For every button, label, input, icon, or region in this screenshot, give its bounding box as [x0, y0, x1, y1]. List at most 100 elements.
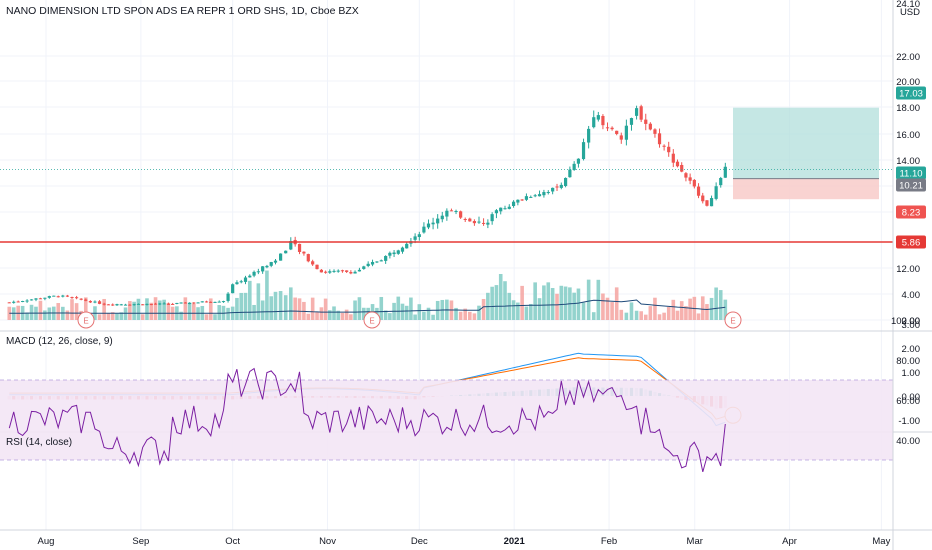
- volume-bar: [684, 306, 688, 320]
- candle-body: [662, 145, 666, 147]
- volume-bar: [162, 299, 166, 320]
- volume-bar: [581, 302, 586, 320]
- price-label-badge: [896, 86, 926, 100]
- volume-bar: [102, 298, 106, 320]
- candle-body: [324, 271, 328, 273]
- volume-bar: [696, 313, 701, 320]
- candle-body: [592, 117, 596, 128]
- volume-bar: [379, 296, 384, 320]
- volume-bar: [235, 297, 239, 320]
- volume-bar: [357, 297, 362, 320]
- candle-body: [503, 208, 507, 210]
- candle-body: [179, 302, 183, 304]
- candle-body: [388, 252, 392, 256]
- volume-bar: [454, 307, 458, 320]
- candle-body: [675, 161, 680, 167]
- candle-body: [231, 284, 235, 294]
- volume-bar: [494, 285, 499, 320]
- volume-bar: [413, 314, 417, 320]
- candle-body: [587, 128, 591, 143]
- volume-bar: [336, 310, 341, 320]
- candle-body: [332, 270, 336, 272]
- price-label-text: 11.10: [899, 169, 922, 180]
- price-label-badge: [896, 205, 926, 219]
- volume-bar: [468, 311, 472, 320]
- volume-bar: [183, 297, 188, 320]
- candle-body: [119, 304, 123, 306]
- candle-body: [34, 298, 38, 300]
- candle-body: [52, 295, 56, 297]
- volume-bar: [431, 314, 435, 320]
- candle-body: [375, 261, 379, 263]
- candle-body: [353, 271, 357, 274]
- rsi-tick-label: 100.00: [891, 316, 920, 327]
- volume-bar: [619, 309, 624, 320]
- volume-bar: [340, 312, 345, 320]
- volume-bar: [417, 304, 422, 320]
- candle-body: [328, 271, 332, 273]
- volume-bar: [140, 314, 145, 320]
- candle-body: [379, 260, 383, 262]
- candle-body: [29, 299, 34, 301]
- rsi-pane: [0, 367, 893, 473]
- volume-bar: [718, 290, 723, 320]
- volume-bar: [226, 307, 230, 320]
- candle-body: [123, 304, 128, 306]
- candle-body: [511, 201, 516, 207]
- candle-body: [239, 281, 243, 283]
- volume-bar: [426, 307, 431, 320]
- volume-bar: [145, 298, 149, 320]
- candle-body: [196, 302, 200, 304]
- candle-body: [12, 301, 16, 303]
- candle-body: [153, 303, 158, 305]
- candle-body: [533, 195, 537, 197]
- time-tick-label: Dec: [411, 536, 428, 547]
- candle-body: [136, 303, 141, 305]
- volume-bar: [243, 292, 248, 320]
- volume-bar: [634, 310, 639, 320]
- volume-bar: [648, 306, 653, 320]
- time-tick-label: Oct: [225, 536, 240, 547]
- volume-bar: [586, 279, 591, 320]
- volume-bar: [319, 307, 324, 320]
- rsi-line: [8, 367, 726, 473]
- candle-body: [336, 270, 340, 272]
- candle-body: [111, 304, 115, 306]
- candle-body: [226, 293, 230, 301]
- candle-body: [413, 236, 417, 240]
- candlesticks: [7, 104, 727, 306]
- macd-pane-label: MACD (12, 26, close, 9): [6, 336, 113, 347]
- volume-bar: [110, 312, 115, 320]
- volume-bar: [472, 313, 477, 320]
- price-tick-label: 22.00: [896, 52, 920, 63]
- candle-body: [486, 222, 490, 225]
- candle-body: [366, 263, 370, 266]
- volume-bar: [65, 310, 70, 320]
- volume-bar: [310, 297, 315, 320]
- volume-bar: [700, 296, 705, 320]
- volume-bar: [591, 312, 596, 320]
- volume-bar: [629, 302, 634, 320]
- volume-ma-line: [9, 299, 726, 314]
- volume-bar: [657, 314, 662, 320]
- volume-bar: [273, 291, 278, 320]
- volume-bar: [38, 300, 43, 320]
- volume-bar: [353, 300, 357, 320]
- candle-body: [102, 303, 106, 305]
- candle-body: [171, 303, 175, 305]
- price-label-text: 5.86: [902, 238, 921, 249]
- candle-body: [714, 186, 718, 199]
- candle-body: [396, 250, 400, 254]
- volume-bar: [25, 312, 29, 320]
- volume-bar: [524, 306, 529, 320]
- volume-bar: [315, 312, 319, 320]
- candle-body: [657, 133, 662, 145]
- volume-bar: [208, 298, 213, 320]
- volume-bar: [323, 298, 328, 320]
- rsi-pane-label: RSI (14, close): [6, 437, 73, 448]
- candle-body: [559, 184, 563, 188]
- volume-bar: [610, 302, 614, 320]
- candle-body: [477, 221, 481, 223]
- candle-body: [537, 194, 542, 197]
